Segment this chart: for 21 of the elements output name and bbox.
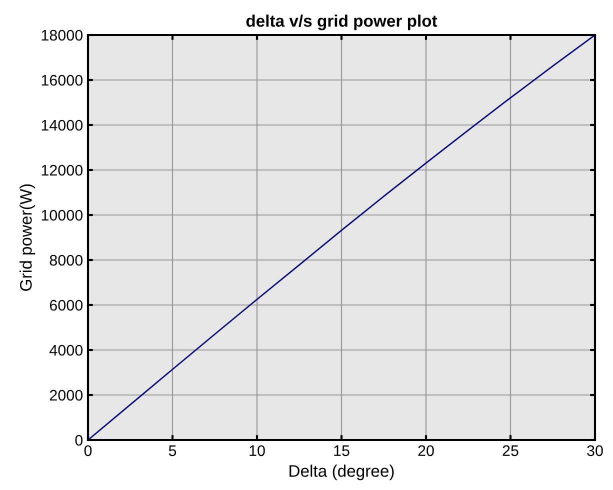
x-tick-label: 20: [418, 445, 434, 456]
y-tick-label: 2000: [50, 390, 83, 401]
x-tick-label: 10: [250, 445, 265, 456]
y-tick-label: 8000: [50, 254, 83, 266]
y-tick-label: 10000: [42, 210, 83, 221]
y-tick-label: 4000: [50, 344, 83, 356]
y-tick-label: 12000: [42, 164, 83, 176]
y-axis-title: Grid power(W): [20, 184, 36, 291]
chart-title: delta v/s grid power plot: [246, 14, 438, 30]
x-tick-label: 15: [334, 445, 350, 456]
x-tick-label: 25: [502, 445, 518, 456]
y-tick-label: 16000: [42, 74, 83, 86]
x-tick-label: 0: [84, 445, 92, 456]
x-axis-title: Delta (degree): [290, 464, 394, 480]
line-series: [88, 35, 595, 440]
y-tick-label: 14000: [42, 120, 83, 131]
y-tick-label: 0: [75, 434, 83, 446]
x-tick-label: 30: [587, 445, 603, 456]
y-tick-label: 6000: [50, 300, 83, 311]
y-tick-label: 18000: [42, 30, 83, 41]
x-tick-label: 5: [168, 445, 176, 456]
